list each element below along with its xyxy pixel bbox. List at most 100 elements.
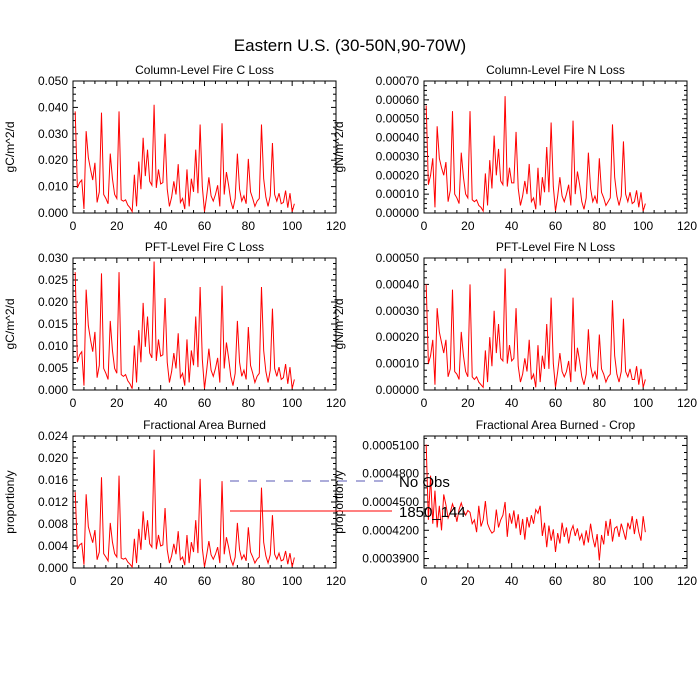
panel-2-title: Column-Level Fire N Loss — [486, 63, 625, 77]
panel-2-xtick-label: 80 — [593, 219, 607, 233]
panel-1-ytick-label: 0.010 — [38, 180, 68, 194]
panel-5-ytick-label: 0.004 — [38, 539, 68, 553]
panel-2-ytick-label: 0.00050 — [376, 112, 420, 126]
panel-1-ytick-label: 0.020 — [38, 153, 68, 167]
panel-6-xtick-label: 40 — [505, 574, 519, 588]
panel-2-ytick-label: 0.00000 — [376, 206, 420, 220]
panel-2-ytick-label: 0.00030 — [376, 149, 420, 163]
panel-2-series-line — [425, 96, 646, 213]
panel-2-xtick-label: 0 — [421, 219, 428, 233]
panel-6-ytick-label: 0.0004200 — [362, 523, 419, 537]
panel-2-xtick-label: 120 — [677, 219, 697, 233]
panel-2-ytick-label: 0.00010 — [376, 187, 420, 201]
panel-5-frame — [72, 435, 337, 569]
panel-3-ytick-label: 0.000 — [38, 383, 68, 397]
panel-5-ytick-label: 0.000 — [38, 561, 68, 575]
panel-1-ytick-label: 0.000 — [38, 206, 68, 220]
panel-1-ytick-label: 0.040 — [38, 100, 68, 114]
panel-4-ytick-label: 0.00040 — [376, 277, 420, 291]
panel-6-xtick-label: 100 — [633, 574, 653, 588]
panel-3-ytick-label: 0.025 — [38, 273, 68, 287]
panel-5-ylabel: proportion/y — [3, 470, 17, 533]
panel-4-frame — [423, 257, 688, 391]
panel-3-xtick-label: 40 — [154, 396, 168, 410]
panel-1-xtick-label: 40 — [154, 219, 168, 233]
panel-3-frame — [72, 257, 337, 391]
panel-6-ytick-label: 0.0005100 — [362, 438, 419, 452]
panel-3-ytick-label: 0.020 — [38, 295, 68, 309]
panel-2-xtick-label: 100 — [633, 219, 653, 233]
panels: Column-Level Fire C Loss gC/m^2/d 0 20 40 60 8… — [3, 63, 697, 588]
panel-6-xtick-label: 0 — [421, 574, 428, 588]
panel-2-ytick-label: 0.00020 — [376, 168, 420, 182]
panel-6-xtick-label: 80 — [593, 574, 607, 588]
panel-6: Fractional Area Burned - Crop proportion/… — [332, 418, 697, 588]
panel-4-xtick-label: 100 — [633, 396, 653, 410]
panel-4-ytick-label: 0.00010 — [376, 357, 420, 371]
panel-1-xtick-label: 80 — [242, 219, 256, 233]
panel-3-ytick-label: 0.030 — [38, 251, 68, 265]
panel-1-xtick-label: 100 — [282, 219, 302, 233]
panel-3-xtick-label: 120 — [326, 396, 346, 410]
panel-2-xtick-label: 40 — [505, 219, 519, 233]
panel-1-xtick-label: 120 — [326, 219, 346, 233]
panel-4-ytick-label: 0.00030 — [376, 304, 420, 318]
panel-1: Column-Level Fire C Loss gC/m^2/d 0 20 40 60 8… — [3, 63, 346, 233]
panel-5-xtick-label: 0 — [70, 574, 77, 588]
panel-5-xtick-label: 20 — [110, 574, 124, 588]
panel-1-series-line — [74, 104, 295, 214]
panel-5-ytick-label: 0.020 — [38, 451, 68, 465]
panel-1-title: Column-Level Fire C Loss — [135, 63, 274, 77]
panel-2-ylabel: gN/m^2/d — [332, 122, 346, 173]
panel-3-xtick-label: 60 — [198, 396, 212, 410]
panel-3: PFT-Level Fire C Loss gC/m^2/d 0 20 40 60 80 10… — [3, 240, 346, 410]
panel-3-ylabel: gC/m^2/d — [3, 299, 17, 350]
panel-2-ytick-label: 0.00060 — [376, 93, 420, 107]
panel-3-ytick-label: 0.010 — [38, 339, 68, 353]
panel-3-xtick-label: 0 — [70, 396, 77, 410]
panel-6-xtick-label: 120 — [677, 574, 697, 588]
panel-4-ytick-label: 0.00050 — [376, 251, 420, 265]
panel-4-xtick-label: 60 — [549, 396, 563, 410]
panel-4-xtick-label: 0 — [421, 396, 428, 410]
panel-5-title: Fractional Area Burned — [143, 418, 266, 432]
panel-6-ytick-label: 0.0004500 — [362, 495, 419, 509]
panel-4-ytick-label: 0.00000 — [376, 383, 420, 397]
panel-3-series-line — [74, 261, 295, 389]
panel-6-title: Fractional Area Burned - Crop — [476, 418, 636, 432]
panel-6-ytick-label: 0.0004800 — [362, 467, 419, 481]
panel-5-xtick-label: 80 — [242, 574, 256, 588]
legend: No Obs 1850_144 — [230, 474, 466, 521]
panel-4-ylabel: gN/m^2/d — [332, 299, 346, 350]
panel-5-xtick-label: 120 — [326, 574, 346, 588]
panel-2-frame — [423, 80, 688, 214]
panel-2-ytick-label: 0.00040 — [376, 131, 420, 145]
panel-1-xtick-label: 20 — [110, 219, 124, 233]
panel-4-xtick-label: 40 — [505, 396, 519, 410]
panel-5-series-line — [74, 449, 295, 569]
panel-3-ytick-label: 0.005 — [38, 361, 68, 375]
panel-4-ytick-label: 0.00020 — [376, 330, 420, 344]
panel-2-xtick-label: 20 — [461, 219, 475, 233]
panel-6-series-line — [425, 444, 646, 561]
panel-5-xtick-label: 100 — [282, 574, 302, 588]
legend-no-obs-label: No Obs — [399, 474, 450, 491]
panel-1-xtick-label: 60 — [198, 219, 212, 233]
panel-6-xtick-label: 60 — [549, 574, 563, 588]
panel-4-series-line — [425, 268, 646, 389]
panel-1-ytick-label: 0.030 — [38, 127, 68, 141]
panel-6-ytick-label: 0.0003900 — [362, 552, 419, 566]
panel-4-title: PFT-Level Fire N Loss — [496, 240, 615, 254]
panel-3-xtick-label: 100 — [282, 396, 302, 410]
panel-5-xtick-label: 60 — [198, 574, 212, 588]
panel-4-xtick-label: 20 — [461, 396, 475, 410]
panel-5-ytick-label: 0.016 — [38, 473, 68, 487]
panel-5: Fractional Area Burned proportion/y 0 20 40 6… — [3, 418, 346, 588]
panel-2: Column-Level Fire N Loss gN/m^2/d 0 20 40 60 8… — [332, 63, 697, 233]
panel-5-ytick-label: 0.008 — [38, 517, 68, 531]
figure-title: Eastern U.S. (30-50N,90-70W) — [234, 36, 466, 55]
panel-5-ytick-label: 0.012 — [38, 495, 68, 509]
panel-3-title: PFT-Level Fire C Loss — [145, 240, 264, 254]
panel-6-ylabel: proportion/y — [332, 470, 346, 533]
panel-1-ylabel: gC/m^2/d — [3, 122, 17, 173]
